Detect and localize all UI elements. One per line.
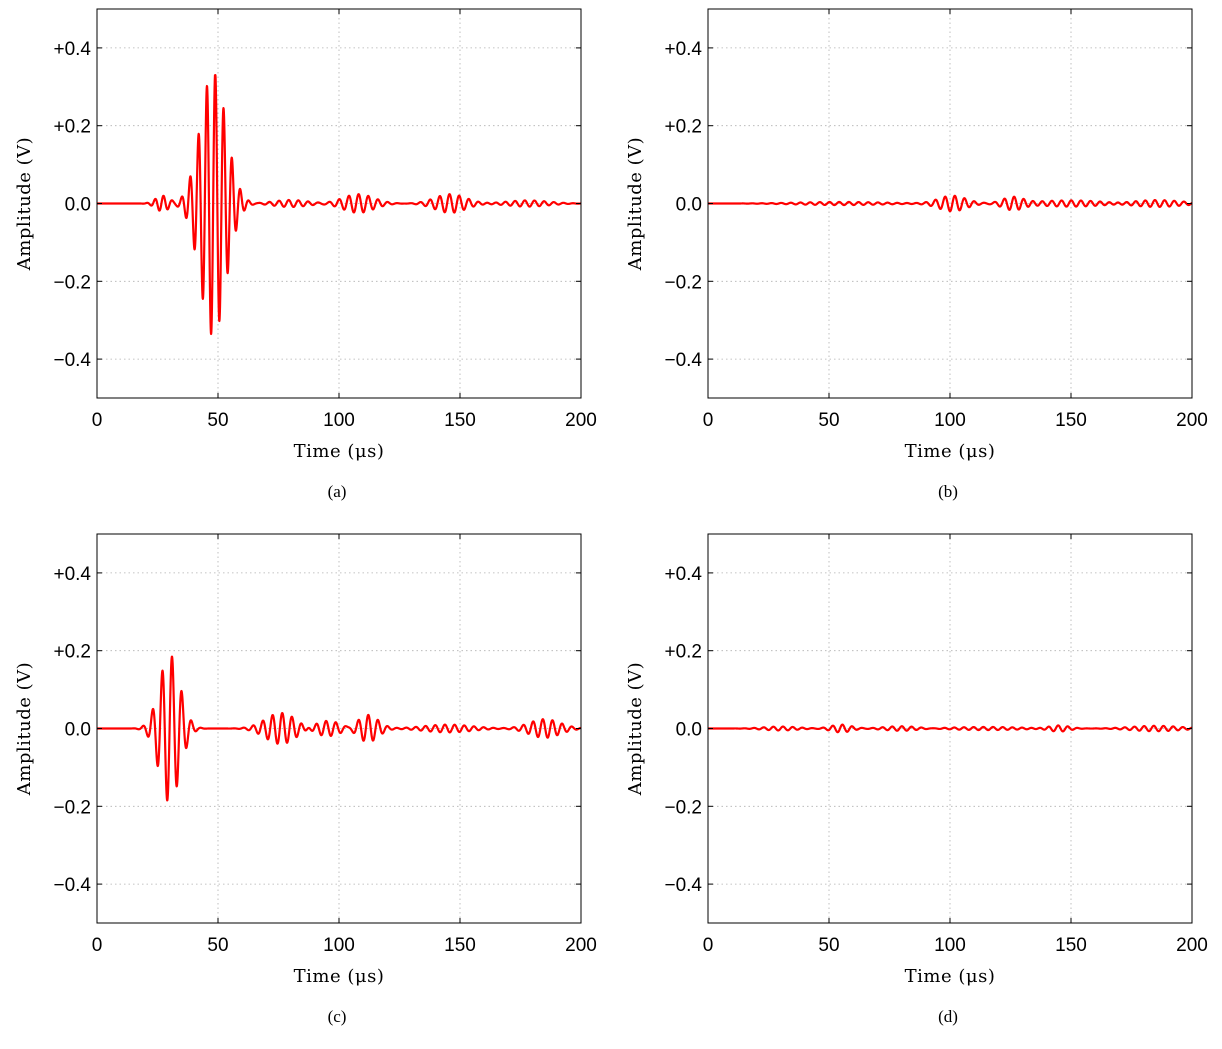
y-tick-label: −0.4: [53, 875, 91, 896]
x-tick-label: 50: [207, 410, 228, 431]
y-tick-label: +0.2: [664, 642, 702, 663]
x-tick-label: 0: [703, 410, 714, 431]
x-tick-label: 200: [565, 410, 597, 431]
panel-caption: (c): [328, 1007, 347, 1026]
y-tick-label: −0.4: [53, 350, 91, 371]
panel-caption: (b): [938, 482, 958, 501]
x-axis-label: Time (μs): [294, 441, 385, 462]
x-tick-label: 150: [444, 410, 476, 431]
signal-trace-a: [96, 74, 582, 336]
x-tick-label: 50: [818, 410, 839, 431]
chart-svg-a: 0 50 100 150 200 +0.4 +0.2 0.0 −0.2 −0.4 Time (μs)…: [14, 8, 597, 501]
y-tick-label: +0.2: [53, 117, 91, 138]
y-axis-label: Amplitude (V): [14, 662, 35, 796]
y-tick-label: +0.4: [664, 564, 702, 585]
y-tick-label: +0.4: [53, 564, 91, 585]
x-tick-label: 50: [207, 935, 228, 956]
signal-trace-c: [96, 655, 582, 802]
x-tick-label: 0: [92, 410, 103, 431]
chart-svg-b: 0 50 100 150 200 +0.4 +0.2 0.0 −0.2 −0.4 Time (μs)…: [625, 8, 1208, 501]
chart-panel-a: 0 50 100 150 200 +0.4 +0.2 0.0 −0.2 −0.4 Time (μs)…: [0, 0, 611, 525]
y-tick-label: −0.2: [664, 272, 702, 293]
x-tick-label: 200: [1176, 410, 1208, 431]
x-tick-label: 0: [703, 935, 714, 956]
chart-svg-c: 0 50 100 150 200 +0.4 +0.2 0.0 −0.2 −0.4 Time (μs)…: [14, 533, 597, 1026]
y-tick-label: +0.4: [664, 39, 702, 60]
x-tick-label: 100: [323, 935, 355, 956]
x-tick-label: 0: [92, 935, 103, 956]
x-axis-label: Time (μs): [905, 441, 996, 462]
chart-panel-b: 0 50 100 150 200 +0.4 +0.2 0.0 −0.2 −0.4 Time (μs)…: [611, 0, 1222, 525]
y-tick-label: −0.2: [53, 797, 91, 818]
y-tick-label: 0.0: [676, 195, 702, 216]
x-tick-label: 50: [818, 935, 839, 956]
x-axis-label: Time (μs): [294, 966, 385, 987]
y-tick-label: −0.2: [53, 272, 91, 293]
x-axis-label: Time (μs): [905, 966, 996, 987]
x-tick-label: 150: [1055, 935, 1087, 956]
y-tick-label: +0.4: [53, 39, 91, 60]
x-tick-label: 100: [934, 935, 966, 956]
y-tick-label: 0.0: [676, 720, 702, 741]
x-tick-label: 100: [323, 410, 355, 431]
x-tick-label: 200: [1176, 935, 1208, 956]
signal-trace-d: [707, 723, 1193, 734]
y-tick-label: 0.0: [65, 195, 91, 216]
y-tick-label: −0.4: [664, 875, 702, 896]
y-tick-label: 0.0: [65, 720, 91, 741]
y-axis-label: Amplitude (V): [625, 662, 646, 796]
y-tick-label: −0.2: [664, 797, 702, 818]
chart-svg-d: 0 50 100 150 200 +0.4 +0.2 0.0 −0.2 −0.4 Time (μs)…: [625, 533, 1208, 1026]
x-tick-label: 200: [565, 935, 597, 956]
panel-caption: (a): [328, 482, 347, 501]
x-tick-label: 150: [444, 935, 476, 956]
y-tick-label: +0.2: [664, 117, 702, 138]
chart-panel-d: 0 50 100 150 200 +0.4 +0.2 0.0 −0.2 −0.4 Time (μs)…: [611, 525, 1222, 1049]
signal-trace-b: [707, 194, 1193, 213]
chart-panel-c: 0 50 100 150 200 +0.4 +0.2 0.0 −0.2 −0.4 Time (μs)…: [0, 525, 611, 1049]
panel-caption: (d): [938, 1007, 958, 1026]
x-tick-label: 150: [1055, 410, 1087, 431]
y-tick-label: +0.2: [53, 642, 91, 663]
y-axis-label: Amplitude (V): [625, 137, 646, 271]
x-tick-label: 100: [934, 410, 966, 431]
grid: [708, 9, 1192, 398]
y-tick-label: −0.4: [664, 350, 702, 371]
y-axis-label: Amplitude (V): [14, 137, 35, 271]
